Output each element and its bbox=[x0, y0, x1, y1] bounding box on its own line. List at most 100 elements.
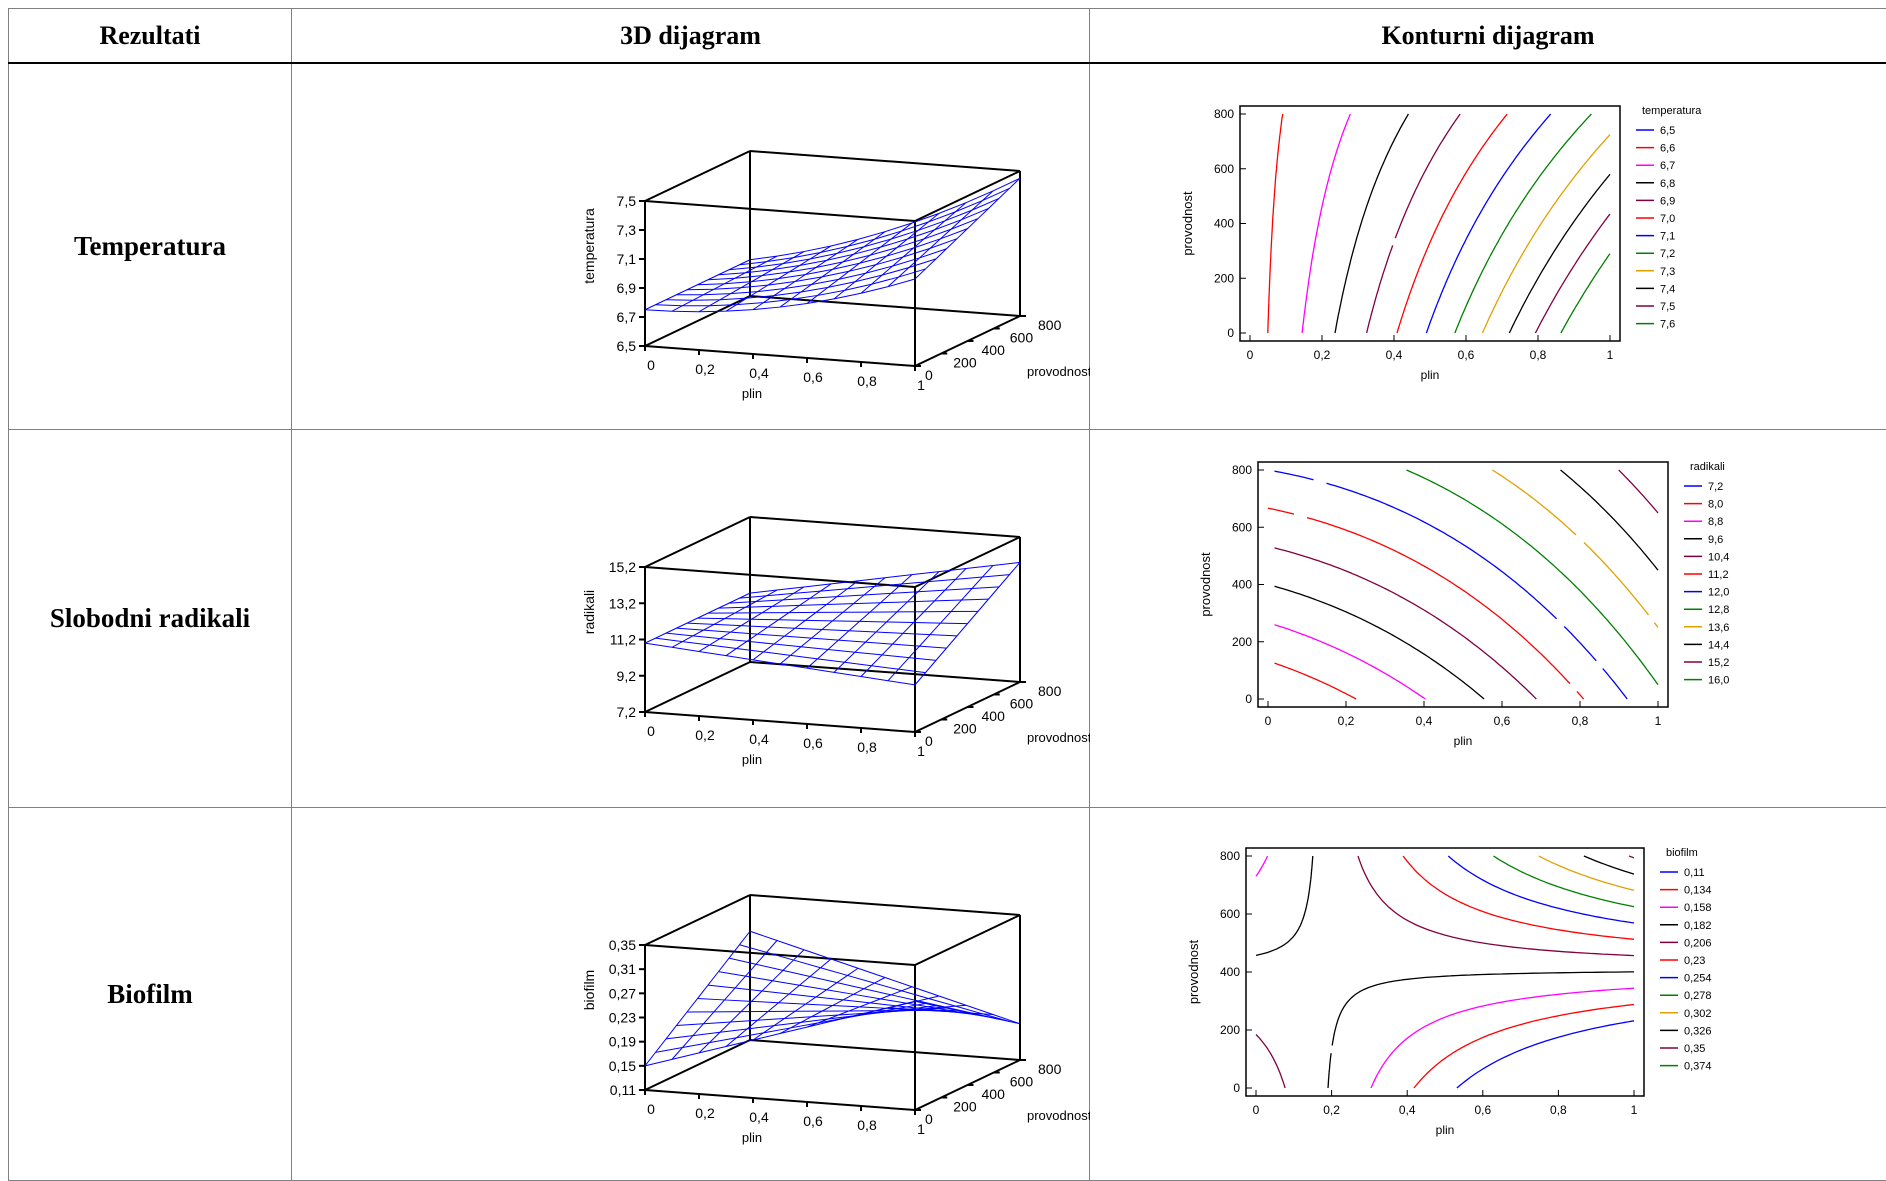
surface-mesh-line bbox=[698, 618, 968, 624]
legend-label: 16,0 bbox=[1708, 675, 1729, 687]
legend-title: temperatura bbox=[1642, 105, 1702, 117]
x-tick-label: 0,6 bbox=[1494, 714, 1511, 728]
z-tick-label: 6,5 bbox=[617, 338, 637, 354]
x-tick-label: 0,4 bbox=[749, 1109, 769, 1125]
z-tick-label: 0,35 bbox=[609, 937, 636, 953]
x-tick-label: 0,4 bbox=[1416, 714, 1433, 728]
y-tick-label: 800 bbox=[1232, 463, 1252, 477]
box-edge bbox=[915, 171, 1020, 221]
y-tick-label: 200 bbox=[1214, 271, 1234, 285]
contour-line bbox=[1268, 508, 1584, 699]
z-tick-label: 7,5 bbox=[617, 193, 637, 209]
y-tick-label: 600 bbox=[1214, 162, 1234, 176]
y-tick-label: 0 bbox=[925, 733, 933, 749]
x-tick-label: 0,2 bbox=[695, 1105, 715, 1121]
z-axis-label: temperatura bbox=[581, 208, 597, 284]
box-edge bbox=[750, 1040, 1020, 1060]
legend-label: 0,23 bbox=[1684, 955, 1705, 967]
legend-label: 0,206 bbox=[1684, 937, 1712, 949]
contour-line bbox=[1494, 856, 1635, 907]
legend-label: 6,9 bbox=[1660, 195, 1675, 207]
x-tick-label: 0,2 bbox=[1338, 714, 1355, 728]
x-tick-label: 1 bbox=[917, 377, 925, 393]
surface-mesh-line bbox=[807, 575, 912, 669]
surface-mesh-line bbox=[915, 1001, 1020, 1024]
x-axis-label: plin bbox=[742, 1130, 762, 1145]
x-tick-label: 0,6 bbox=[803, 735, 823, 751]
z-tick-label: 0,23 bbox=[609, 1010, 636, 1026]
contour-line bbox=[1268, 114, 1283, 333]
surface-mesh-line bbox=[729, 587, 999, 603]
z-tick-label: 0,11 bbox=[610, 1082, 636, 1098]
header-row: Rezultati 3D dijagram Konturni dijagram bbox=[9, 9, 1886, 64]
box-edge bbox=[645, 201, 915, 221]
z-tick-label: 0,31 bbox=[609, 961, 636, 977]
results-table: Rezultati 3D dijagram Konturni dijagram … bbox=[8, 8, 1886, 1181]
surface-mesh-line bbox=[888, 191, 993, 287]
y-tick-label: 600 bbox=[1010, 1074, 1034, 1090]
surface-mesh-line bbox=[719, 599, 989, 608]
y-tick-label: 200 bbox=[1220, 1023, 1240, 1037]
contour-line bbox=[1403, 856, 1634, 939]
surface-mesh-line bbox=[888, 565, 993, 680]
y-tick-label: 0 bbox=[1227, 326, 1234, 340]
y-tick-label: 400 bbox=[982, 342, 1006, 358]
y-tick-label: 800 bbox=[1220, 849, 1240, 863]
legend-label: 7,2 bbox=[1708, 481, 1723, 493]
row-label: Biofilm bbox=[9, 808, 292, 1181]
x-tick-label: 0 bbox=[647, 723, 655, 739]
legend-label: 7,3 bbox=[1660, 266, 1675, 278]
contour-line bbox=[1629, 856, 1634, 858]
surface-mesh-line bbox=[740, 945, 1010, 1022]
x-tick-label: 0,4 bbox=[1399, 1103, 1416, 1117]
surface-mesh-line bbox=[750, 931, 1020, 1024]
box-edge bbox=[645, 1090, 915, 1110]
legend-label: 7,4 bbox=[1660, 283, 1675, 295]
y-tick-label: 400 bbox=[982, 708, 1006, 724]
x-tick-label: 0,4 bbox=[1386, 348, 1403, 362]
x-tick-label: 0,2 bbox=[695, 361, 715, 377]
x-tick-label: 0,8 bbox=[857, 373, 877, 389]
legend-label: 7,2 bbox=[1660, 248, 1675, 260]
z-tick-label: 6,9 bbox=[617, 280, 637, 296]
x-tick-label: 0,6 bbox=[803, 369, 823, 385]
legend-label: 0,302 bbox=[1684, 1008, 1712, 1020]
contour-line bbox=[1275, 625, 1426, 699]
surface-mesh-line bbox=[708, 985, 978, 1015]
x-tick-label: 0,6 bbox=[1474, 1103, 1491, 1117]
z-tick-label: 0,19 bbox=[609, 1034, 636, 1050]
y-tick-label: 200 bbox=[953, 355, 977, 371]
surface-mesh-line bbox=[915, 178, 1020, 279]
y-tick-label: 800 bbox=[1214, 107, 1234, 121]
x-tick-label: 0,8 bbox=[857, 1117, 877, 1133]
contour-line bbox=[1584, 856, 1634, 874]
legend-label: 6,8 bbox=[1660, 178, 1675, 190]
legend-label: 0,134 bbox=[1684, 885, 1712, 897]
y-tick-label: 800 bbox=[1038, 683, 1062, 699]
contour-line bbox=[1492, 470, 1658, 627]
z-tick-label: 0,15 bbox=[609, 1058, 636, 1074]
box-edge bbox=[750, 662, 1020, 682]
legend-label: 0,158 bbox=[1684, 902, 1712, 914]
box-edge bbox=[645, 296, 750, 346]
y-tick-label: 600 bbox=[1010, 330, 1034, 346]
box-edge bbox=[645, 517, 750, 567]
contour-line bbox=[1275, 586, 1485, 699]
header-3d: 3D dijagram bbox=[292, 9, 1090, 64]
y-tick-label: 400 bbox=[982, 1086, 1006, 1102]
z-axis-label: biofilm bbox=[581, 970, 597, 1010]
y-tick-label: 800 bbox=[1038, 1061, 1062, 1077]
legend-label: 11,2 bbox=[1708, 569, 1729, 581]
box-edge bbox=[645, 712, 915, 732]
y-axis-label: provodnost bbox=[1186, 939, 1201, 1004]
y-tick-label: 0 bbox=[1245, 692, 1252, 706]
box-edge bbox=[645, 151, 750, 201]
z-tick-label: 15,2 bbox=[609, 559, 636, 575]
